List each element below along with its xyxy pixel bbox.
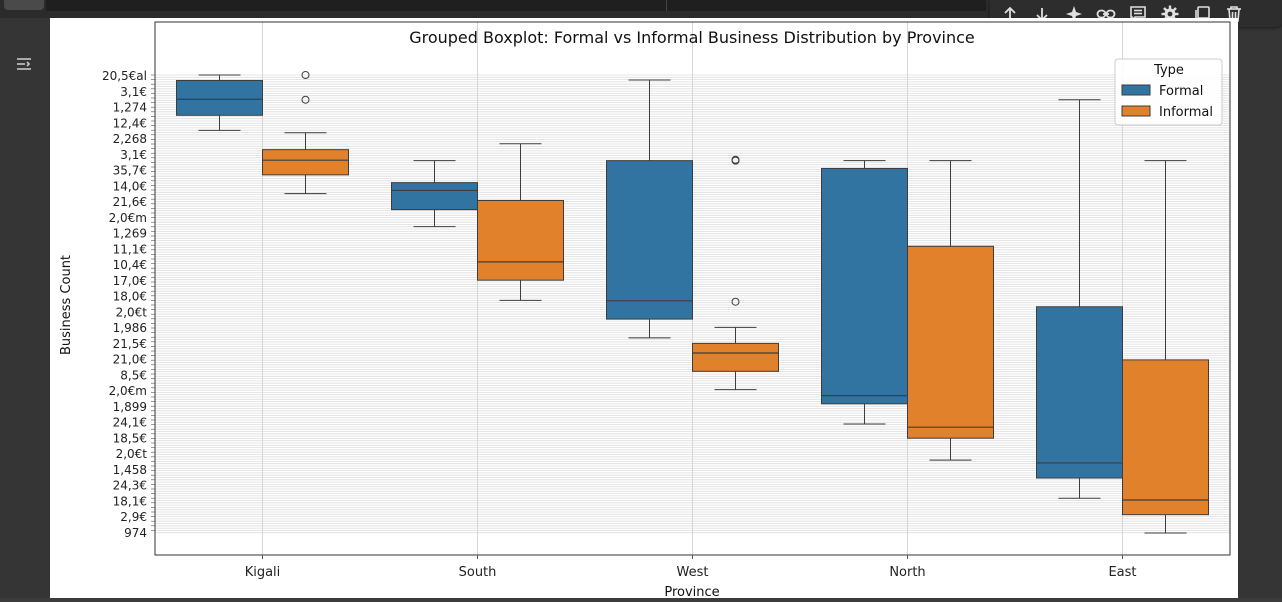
y-tick-label: 35,7€ — [113, 164, 147, 178]
x-tick-label: Kigali — [245, 565, 281, 580]
y-tick-label: 24,1€ — [113, 416, 147, 430]
y-tick-label: 8,5€ — [120, 368, 147, 382]
cell-output: 20,5€al 3,1€ 1,274 12,4€ 2,268 3,1€ 35,7€ 14,0€… — [50, 18, 1238, 600]
previous-cell-bar — [46, 0, 986, 11]
gear-icon[interactable] — [1154, 2, 1186, 26]
box-iqr — [176, 79, 263, 116]
box-iqr — [692, 342, 779, 372]
box-formal-kigali — [176, 74, 263, 131]
box-formal-north — [821, 160, 908, 425]
box-informal-kigali — [262, 71, 349, 195]
sparkle-icon[interactable] — [1058, 2, 1090, 26]
y-tick-label: 1,458 — [113, 463, 147, 477]
y-tick-label: 24,3€ — [113, 479, 147, 493]
y-tick-label: 21,5€ — [113, 337, 147, 351]
y-tick-label: 1,986 — [113, 321, 147, 335]
box-groups — [176, 71, 1209, 534]
y-tick-label: 14,0€ — [113, 179, 147, 193]
cell-gutter — [0, 18, 50, 598]
y-tick-label: 21,0€ — [113, 353, 147, 367]
y-tick-label: 1,899 — [113, 400, 147, 414]
y-tick-label: 3,1€ — [120, 85, 147, 99]
outlier-point — [301, 71, 310, 79]
box-formal-west — [606, 79, 693, 339]
y-tick-label: 2,0€m — [109, 384, 147, 398]
y-tick-label: 2,268 — [113, 132, 147, 146]
outlier-point — [731, 297, 740, 306]
legend: Type Formal Informal — [1114, 58, 1223, 126]
right-gutter — [1238, 18, 1282, 598]
y-tick-label: 11,1€ — [113, 242, 147, 256]
y-tick-label: 2,0€t — [116, 305, 148, 319]
chart-title: Grouped Boxplot: Formal vs Informal Busi… — [409, 28, 975, 47]
notebook-top-strip — [0, 0, 1282, 18]
y-tick-label: 1,274 — [113, 101, 147, 115]
box-iqr — [1036, 306, 1123, 479]
y-tick-label: 20,5€al — [102, 69, 147, 83]
run-button[interactable] — [4, 0, 44, 10]
y-tick-label: 18,5€ — [113, 431, 147, 445]
x-tick-label: West — [677, 565, 709, 580]
box-iqr — [477, 199, 564, 281]
legend-swatch-informal — [1121, 105, 1151, 117]
box-formal-south — [391, 160, 478, 228]
legend-label-informal: Informal — [1159, 105, 1213, 120]
legend-swatch-formal — [1121, 84, 1151, 96]
x-tick-label: South — [459, 565, 497, 580]
x-tick-labels: Kigali South West North East — [245, 555, 1137, 580]
y-tick-label: 12,4€ — [113, 116, 147, 130]
box-iqr — [821, 167, 908, 405]
box-iqr — [262, 149, 349, 176]
y-tick-label: 10,4€ — [113, 258, 147, 272]
outlier-point — [301, 95, 310, 104]
y-axis-label: Business Count — [59, 255, 74, 355]
box-iqr — [391, 182, 478, 211]
box-iqr — [1122, 359, 1209, 516]
y-tick-label: 1,269 — [113, 227, 147, 241]
y-tick-label: 2,0€m — [109, 211, 147, 225]
box-informal-east — [1122, 160, 1209, 534]
legend-label-formal: Formal — [1159, 84, 1203, 99]
arrow-up-icon[interactable] — [994, 2, 1026, 26]
y-tick-label: 17,0€ — [113, 274, 147, 288]
y-tick-label: 2,9€ — [120, 510, 147, 524]
link-icon[interactable] — [1090, 2, 1122, 26]
x-tick-label: East — [1108, 565, 1136, 580]
box-iqr — [606, 160, 693, 320]
output-toggle-icon[interactable] — [12, 52, 36, 76]
box-iqr — [907, 245, 994, 439]
box-informal-west — [692, 155, 779, 391]
x-axis-label: Province — [664, 585, 719, 598]
box-informal-north — [907, 160, 994, 461]
y-tick-label: 18,1€ — [113, 494, 147, 508]
box-formal-east — [1036, 99, 1123, 499]
legend-title: Type — [1153, 63, 1184, 78]
y-tick-label: 974 — [124, 526, 147, 540]
y-tick-label: 21,6€ — [113, 195, 147, 209]
y-tick-label: 3,1€ — [120, 148, 147, 162]
y-tick-label: 18,0€ — [113, 290, 147, 304]
outlier-point — [731, 155, 740, 164]
y-tick-label: 2,0€t — [116, 447, 148, 461]
x-tick-label: North — [889, 565, 925, 580]
box-informal-south — [477, 143, 564, 301]
